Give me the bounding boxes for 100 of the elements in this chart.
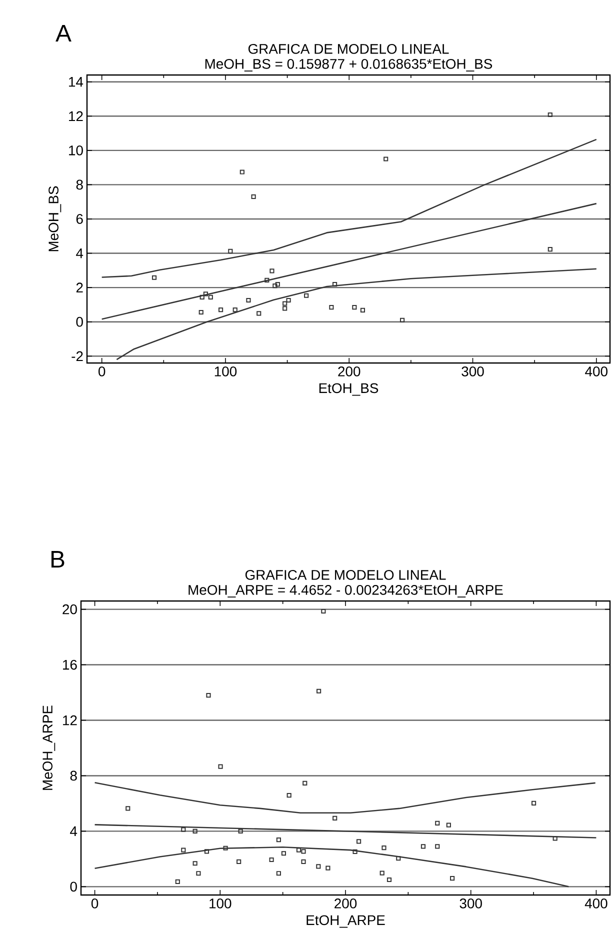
point bbox=[352, 849, 358, 854]
point bbox=[316, 864, 321, 869]
point bbox=[181, 827, 186, 832]
point bbox=[360, 308, 366, 312]
x-axis-title: EtOH_BS bbox=[319, 383, 378, 396]
point bbox=[326, 866, 330, 870]
y-tick-label: 0 bbox=[76, 316, 83, 327]
point bbox=[420, 844, 426, 849]
x-tick-label: 200 bbox=[338, 366, 360, 376]
point bbox=[316, 688, 322, 694]
point bbox=[332, 816, 338, 820]
point bbox=[286, 298, 291, 303]
point bbox=[203, 292, 208, 296]
chart-title: GRAFICA DE MODELO LINEAL bbox=[248, 44, 449, 54]
point bbox=[296, 848, 302, 852]
point bbox=[548, 247, 552, 252]
point bbox=[236, 859, 242, 864]
chart-subtitle: MeOH_BS = 0.159877 + 0.0168635*EtOH_BS bbox=[205, 58, 492, 72]
y-tick-label: 12 bbox=[69, 111, 83, 121]
y-tick-label: 6 bbox=[76, 214, 83, 224]
point bbox=[396, 856, 401, 861]
y-tick-label: -2 bbox=[72, 351, 83, 361]
x-tick-label: 400 bbox=[584, 898, 608, 908]
y-axis-title: MeOH_ARPE bbox=[42, 706, 56, 790]
x-tick-label: 300 bbox=[462, 366, 484, 376]
x-tick-label: 0 bbox=[91, 898, 98, 908]
y-tick-label: 2 bbox=[76, 282, 83, 292]
point bbox=[246, 298, 251, 303]
y-tick-label: 14 bbox=[69, 77, 84, 87]
y-tick-label: 12 bbox=[63, 715, 77, 726]
x-tick-label: 0 bbox=[98, 366, 106, 376]
point bbox=[218, 764, 223, 769]
y-tick-label: 4 bbox=[76, 248, 84, 258]
point bbox=[301, 849, 306, 854]
point bbox=[356, 839, 362, 844]
line-series bbox=[116, 268, 598, 360]
y-tick-label: 4 bbox=[70, 826, 78, 836]
point bbox=[276, 838, 281, 842]
line-series bbox=[94, 782, 596, 814]
y-tick-label: 10 bbox=[69, 145, 83, 156]
point bbox=[435, 844, 440, 849]
x-tick-label: 300 bbox=[460, 898, 482, 908]
x-tick-label: 100 bbox=[210, 898, 232, 908]
point bbox=[450, 876, 455, 881]
point bbox=[228, 248, 233, 254]
point bbox=[223, 846, 228, 850]
point bbox=[531, 800, 536, 806]
point bbox=[240, 170, 244, 174]
point bbox=[275, 282, 280, 287]
point bbox=[232, 308, 238, 312]
point bbox=[218, 308, 224, 312]
text: A bbox=[56, 25, 72, 42]
point bbox=[435, 820, 440, 826]
point bbox=[380, 870, 384, 876]
point bbox=[352, 304, 357, 310]
point bbox=[321, 608, 326, 614]
point bbox=[329, 304, 334, 310]
point bbox=[548, 112, 552, 118]
chart-title: GRAFICA DE MODELO LINEAL bbox=[245, 570, 446, 580]
point bbox=[304, 293, 309, 298]
point bbox=[175, 879, 180, 884]
point bbox=[281, 851, 286, 856]
y-tick-label: 20 bbox=[62, 604, 77, 614]
point bbox=[206, 693, 211, 698]
point bbox=[382, 846, 386, 850]
point bbox=[192, 828, 198, 834]
x-tick-label: 400 bbox=[585, 366, 608, 376]
point bbox=[251, 194, 256, 199]
point bbox=[200, 294, 204, 300]
point bbox=[301, 859, 306, 864]
point bbox=[181, 848, 186, 852]
point bbox=[269, 857, 274, 862]
point bbox=[152, 275, 157, 280]
line-series bbox=[101, 138, 598, 278]
point bbox=[552, 836, 558, 841]
point bbox=[264, 278, 270, 282]
line-series bbox=[94, 846, 570, 888]
point bbox=[192, 861, 198, 866]
chart-subtitle: MeOH_ARPE = 4.4652 - 0.00234263*EtOH_ARPE bbox=[188, 584, 503, 598]
y-tick-label: 8 bbox=[76, 180, 83, 190]
y-tick-label: 8 bbox=[70, 770, 77, 781]
point bbox=[198, 310, 204, 315]
y-tick-label: 0 bbox=[70, 882, 77, 892]
point bbox=[282, 301, 288, 306]
x-axis-title: EtOH_ARPE bbox=[306, 915, 385, 928]
x-tick-label: 100 bbox=[214, 366, 237, 376]
text: B bbox=[51, 551, 64, 568]
point bbox=[270, 268, 274, 274]
point bbox=[302, 780, 308, 786]
point bbox=[446, 822, 451, 828]
point bbox=[196, 871, 201, 876]
point bbox=[276, 871, 281, 876]
point bbox=[286, 792, 292, 798]
point bbox=[256, 311, 262, 316]
point bbox=[386, 877, 392, 882]
point bbox=[272, 284, 278, 288]
y-axis-title: MeOH_BS bbox=[48, 186, 62, 252]
y-tick-label: 16 bbox=[63, 660, 77, 670]
x-tick-label: 200 bbox=[334, 898, 357, 908]
point bbox=[238, 828, 243, 834]
